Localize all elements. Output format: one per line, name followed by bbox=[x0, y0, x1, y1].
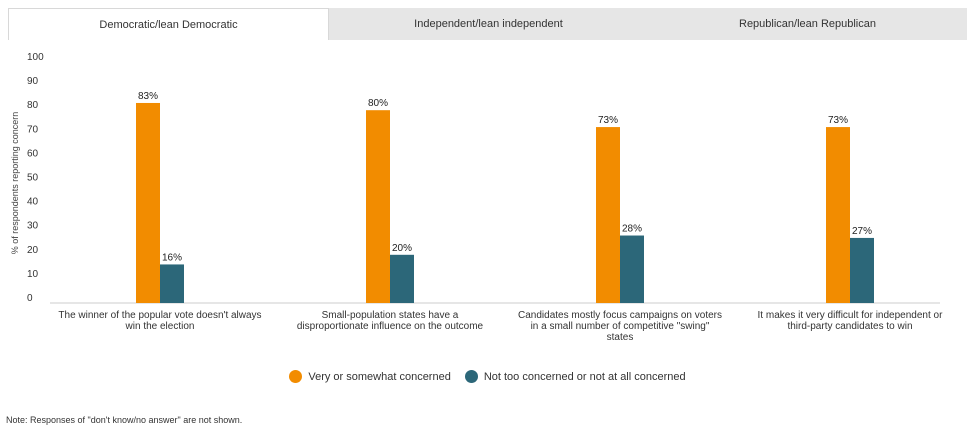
tab-republican[interactable]: Republican/lean Republican bbox=[739, 18, 876, 30]
y-tick-label: 80 bbox=[27, 100, 39, 111]
x-category-label: It makes it very difficult for independe… bbox=[758, 310, 944, 321]
x-category-label: states bbox=[607, 332, 634, 343]
chart-note: Note: Responses of "don't know/no answer… bbox=[6, 415, 243, 425]
x-category-label: The winner of the popular vote doesn't a… bbox=[58, 310, 261, 321]
y-axis-title: % of respondents reporting concern bbox=[10, 112, 20, 255]
data-label: 73% bbox=[598, 115, 618, 126]
party-tabs: Democratic/lean Democratic Independent/l… bbox=[8, 8, 967, 40]
y-tick-label: 0 bbox=[27, 293, 33, 304]
bar-not-concerned bbox=[390, 254, 414, 303]
x-category-label: Small-population states have a bbox=[322, 310, 459, 321]
y-tick-label: 20 bbox=[27, 245, 39, 256]
tab-independent[interactable]: Independent/lean independent bbox=[414, 18, 563, 30]
bar-very-concerned bbox=[366, 110, 390, 303]
data-label: 28% bbox=[622, 224, 642, 235]
y-tick-label: 60 bbox=[27, 148, 39, 159]
bar-very-concerned bbox=[596, 127, 620, 303]
legend-label-very-concerned: Very or somewhat concerned bbox=[308, 370, 451, 383]
x-category-label: in a small number of competitive "swing" bbox=[531, 321, 710, 332]
y-tick-label: 30 bbox=[27, 221, 39, 232]
bar-not-concerned bbox=[850, 237, 874, 303]
bar-chart: % of respondents reporting concern 0 10 20 3… bbox=[10, 52, 944, 343]
data-label: 16% bbox=[162, 252, 182, 263]
chart-legend: Very or somewhat concerned Not too conce… bbox=[0, 370, 975, 383]
data-label: 27% bbox=[852, 226, 872, 237]
data-label: 73% bbox=[828, 115, 848, 126]
legend-label-not-concerned: Not too concerned or not at all concerne… bbox=[483, 370, 686, 383]
data-label: 83% bbox=[138, 91, 158, 102]
x-category-label: disproportionate influence on the outcom… bbox=[297, 321, 484, 332]
y-tick-label: 40 bbox=[27, 197, 39, 208]
bar-not-concerned bbox=[160, 264, 184, 303]
legend-swatch-very-concerned bbox=[289, 370, 303, 383]
y-tick-label: 90 bbox=[27, 76, 39, 87]
x-category-label: win the election bbox=[125, 321, 195, 332]
data-label: 80% bbox=[368, 98, 388, 109]
data-label: 20% bbox=[392, 243, 412, 254]
legend-item-very-concerned[interactable]: Very or somewhat concerned bbox=[289, 370, 451, 383]
y-tick-label: 50 bbox=[27, 173, 39, 184]
legend-item-not-concerned[interactable]: Not too concerned or not at all concerne… bbox=[464, 370, 686, 383]
legend-swatch-not-concerned bbox=[464, 370, 478, 383]
y-tick-label: 100 bbox=[27, 52, 44, 63]
bar-very-concerned bbox=[826, 127, 850, 303]
tab-democratic[interactable]: Democratic/lean Democratic bbox=[8, 8, 329, 40]
bar-not-concerned bbox=[620, 235, 644, 303]
y-tick-label: 10 bbox=[27, 269, 39, 280]
x-category-label: third-party candidates to win bbox=[787, 321, 912, 332]
y-tick-label: 70 bbox=[27, 124, 39, 135]
x-category-label: Candidates mostly focus campaigns on vot… bbox=[518, 310, 722, 321]
bar-very-concerned bbox=[136, 102, 160, 303]
